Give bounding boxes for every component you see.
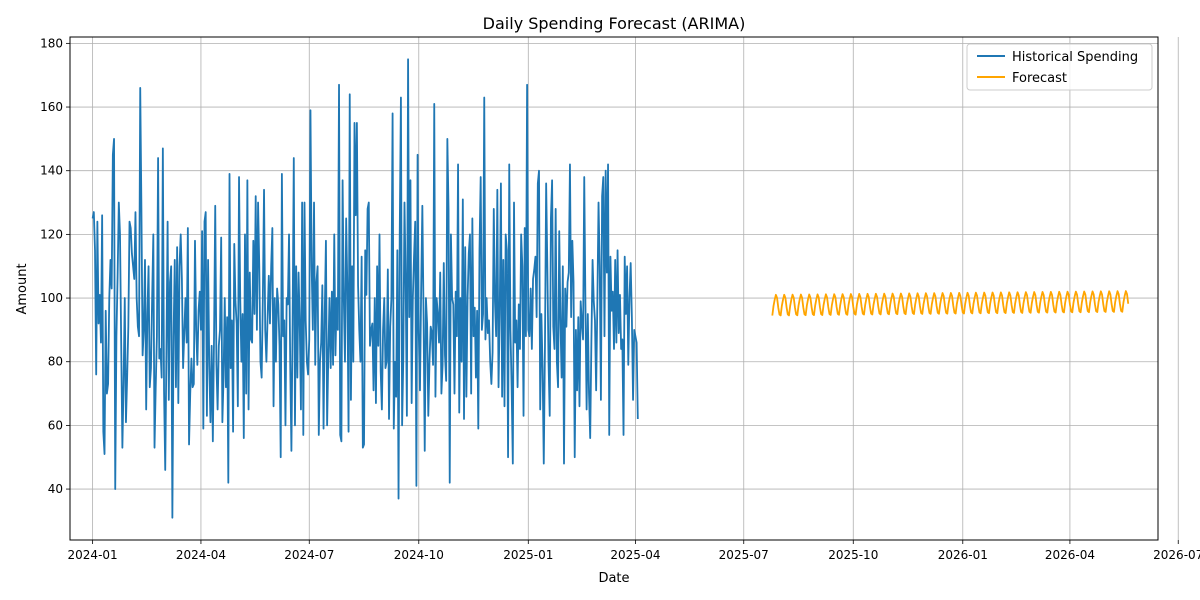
legend-label-historical: Historical Spending [1012,50,1138,65]
series-layer [91,58,1130,519]
y-axis-label: Amount [15,263,30,314]
x-tick-label: 2025-04 [610,548,660,562]
x-tick-label: 2024-10 [394,548,444,562]
x-axis-label: Date [598,571,629,586]
legend-box [966,43,1153,91]
x-tick-label: 2025-01 [503,548,553,562]
y-tick-label: 140 [40,164,63,178]
series-line-historical-spending [91,58,639,519]
y-tick-label: 160 [40,100,63,114]
y-tick-label: 180 [40,36,63,50]
x-tick-label: 2024-04 [176,548,226,562]
legend: Historical Spending Forecast [966,43,1153,91]
x-tick-label: 2026-04 [1045,548,1095,562]
y-axis-ticks: 40 60 80 100 120 140 160 180 [40,36,70,496]
y-tick-label: 40 [48,482,63,496]
y-tick-label: 100 [40,291,63,305]
legend-label-forecast: Forecast [1012,71,1067,86]
x-tick-label: 2026-07 [1153,548,1200,562]
x-tick-label: 2025-10 [828,548,878,562]
series-line-forecast [771,290,1130,317]
x-axis-ticks: 2024-01 2024-04 2024-07 2024-10 2025-01 2025-… [68,540,1200,562]
x-tick-label: 2026-01 [938,548,988,562]
y-tick-label: 80 [48,355,63,369]
plot-frame [69,36,1159,541]
x-tick-label: 2024-01 [68,548,118,562]
y-tick-label: 120 [40,227,63,241]
chart-title: Daily Spending Forecast (ARIMA) [483,14,746,33]
x-tick-label: 2024-07 [284,548,334,562]
y-tick-label: 60 [48,418,63,432]
x-tick-label: 2025-07 [719,548,769,562]
